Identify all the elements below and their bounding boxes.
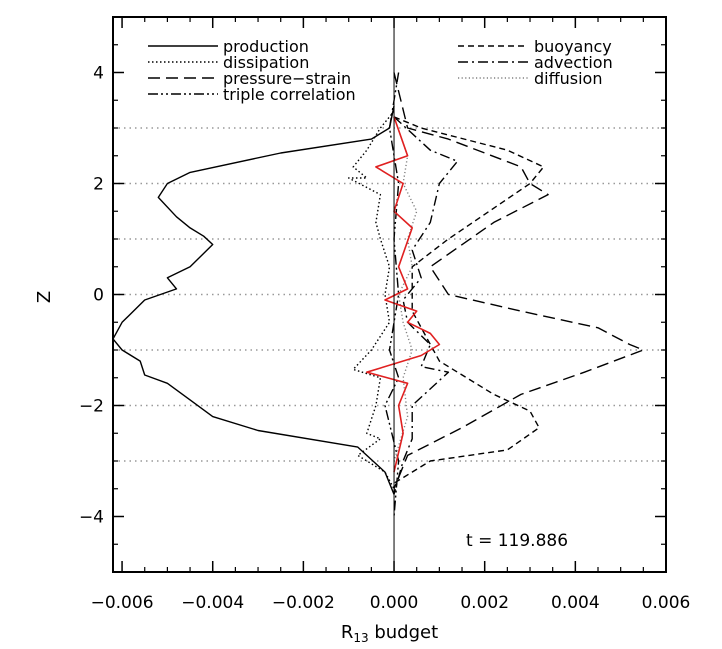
- legend-label: pressure−strain: [223, 69, 351, 88]
- legend-label: diffusion: [534, 69, 602, 88]
- series-line-diffusion: [393, 116, 418, 462]
- x-axis-label-suffix: budget: [369, 622, 439, 643]
- series-line-buoyancy: [393, 116, 545, 484]
- x-tick-label: 0.000: [370, 593, 419, 613]
- legend-label: triple correlation: [223, 85, 356, 104]
- y-tick-label: 4: [93, 64, 104, 84]
- x-tick-label: −0.004: [181, 593, 244, 613]
- legend: productiondissipationpressure−straintrip…: [148, 37, 613, 104]
- legend-label: buoyancy: [534, 37, 612, 56]
- legend-label: production: [223, 37, 309, 56]
- y-axis-label: Z: [34, 291, 55, 303]
- series-line-triple-correlation: [384, 72, 400, 517]
- legend-label: dissipation: [223, 53, 309, 72]
- series-line-red: [365, 116, 441, 473]
- series-line-advection: [393, 116, 459, 495]
- x-tick-label: 0.006: [642, 593, 691, 613]
- x-axis-label-main: R: [341, 622, 354, 643]
- x-axis-label: R13 budget: [341, 622, 438, 645]
- y-tick-label: 0: [93, 286, 104, 306]
- series-line-pressure-strain: [393, 72, 644, 490]
- axis-ticks: −0.006 −0.004 −0.002 0.000 0.002 0.004 0.006 −4…: [79, 16, 691, 613]
- x-tick-label: −0.002: [272, 593, 335, 613]
- y-tick-label: −2: [79, 397, 104, 417]
- reference-lines: [113, 127, 666, 462]
- legend-label: advection: [534, 53, 613, 72]
- x-tick-label: −0.006: [91, 593, 154, 613]
- x-axis-label-subscript: 13: [353, 631, 368, 645]
- time-annotation: t = 119.886: [466, 531, 568, 551]
- series-lines: [112, 72, 644, 517]
- series-line-production: [112, 105, 395, 495]
- y-tick-label: −4: [79, 508, 104, 528]
- y-tick-label: 2: [93, 175, 104, 195]
- x-tick-label: 0.002: [460, 593, 509, 613]
- x-tick-label: 0.004: [551, 593, 600, 613]
